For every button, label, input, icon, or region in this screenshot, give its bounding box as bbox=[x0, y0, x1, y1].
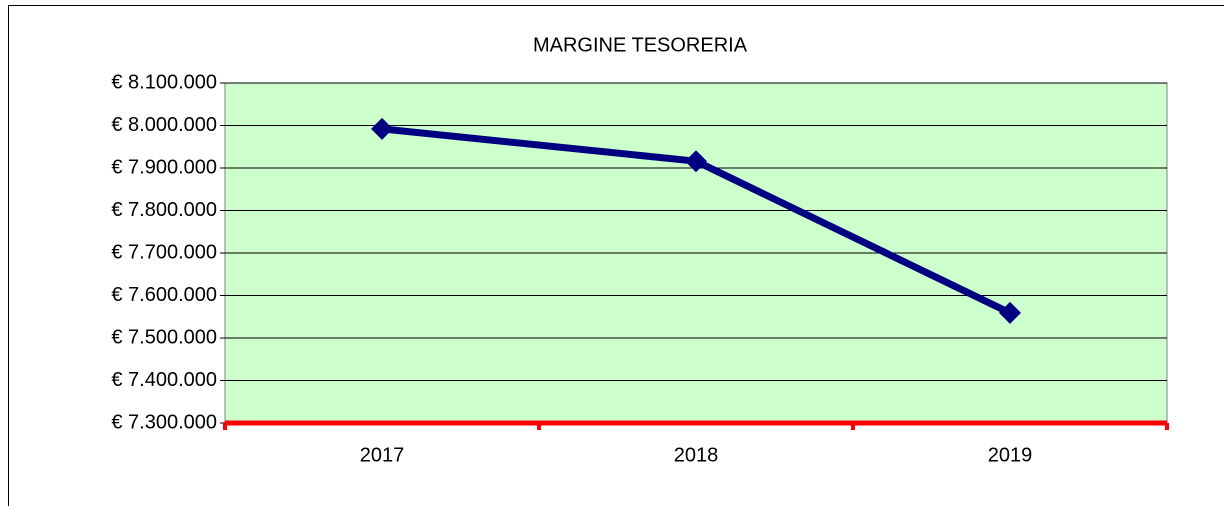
y-tick-label: € 7.700.000 bbox=[111, 241, 217, 263]
y-tick-label: € 7.900.000 bbox=[111, 156, 217, 178]
y-tick-label: € 7.300.000 bbox=[111, 411, 217, 433]
y-tick-label: € 7.400.000 bbox=[111, 369, 217, 391]
y-tick-label: € 8.000.000 bbox=[111, 114, 217, 136]
data-point bbox=[999, 301, 1021, 324]
y-tick-label: € 7.600.000 bbox=[111, 284, 217, 306]
y-tick-label: € 7.800.000 bbox=[111, 199, 217, 221]
y-tick-label: € 7.500.000 bbox=[111, 326, 217, 348]
x-tick-label: 2017 bbox=[360, 444, 405, 466]
chart-title: MARGINE TESORERIA bbox=[533, 34, 748, 56]
x-tick-label: 2018 bbox=[674, 444, 719, 466]
data-point bbox=[371, 117, 393, 140]
y-tick-label: € 8.100.000 bbox=[111, 71, 217, 93]
data-point bbox=[685, 150, 707, 173]
x-tick-label: 2019 bbox=[988, 444, 1033, 466]
